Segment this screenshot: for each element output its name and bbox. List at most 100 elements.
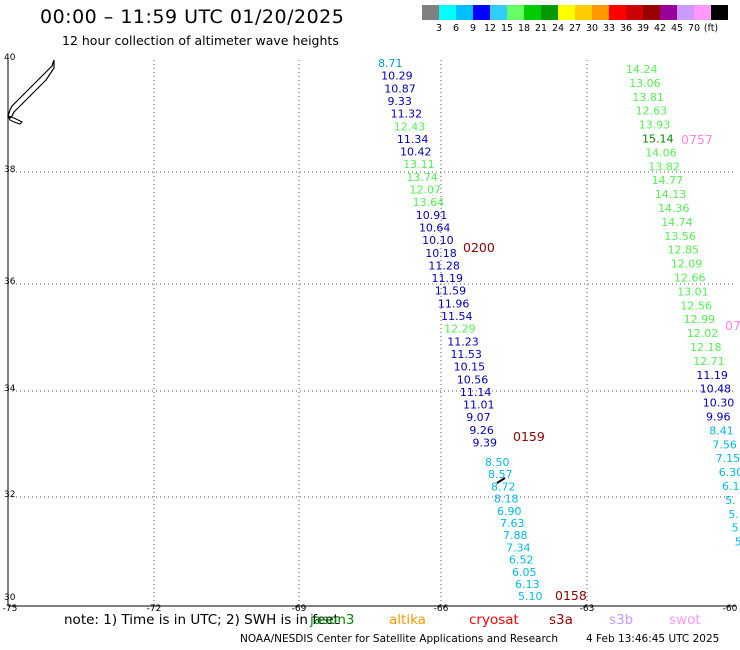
wave-height-value: 10.87 bbox=[384, 82, 416, 95]
satellite-label: s3b bbox=[609, 612, 634, 628]
wave-height-value: 14.06 bbox=[645, 146, 677, 159]
wave-height-value: 8.18 bbox=[494, 493, 519, 506]
coastline-path bbox=[7, 59, 55, 119]
legend-label: 33 bbox=[602, 23, 616, 34]
page-subtitle: 12 hour collection of altimeter wave hei… bbox=[62, 33, 339, 48]
coastline bbox=[7, 59, 55, 125]
lon-tick-label: -60 bbox=[723, 604, 738, 614]
wave-height-value: 5. bbox=[725, 494, 736, 507]
wave-height-value: 6.30 bbox=[719, 466, 740, 479]
legend-swatch bbox=[694, 5, 711, 20]
wave-height-value: 11.19 bbox=[432, 272, 464, 285]
wave-height-value: 14.74 bbox=[661, 216, 693, 229]
wave-height-value: 14.24 bbox=[626, 63, 658, 76]
wave-height-value: 11.28 bbox=[428, 259, 460, 272]
legend-swatch bbox=[507, 5, 524, 20]
wave-height-value: 12.02 bbox=[687, 327, 719, 340]
legend-label: 9 bbox=[469, 23, 477, 34]
satellite-label: cryosat bbox=[469, 612, 519, 628]
legend-label: 15 bbox=[500, 23, 514, 34]
wave-height-value: 12.56 bbox=[680, 299, 712, 312]
wave-height-value: 13.64 bbox=[413, 196, 445, 209]
wave-height-value: 14.13 bbox=[655, 188, 687, 201]
footer-credit: NOAA/NESDIS Center for Satellite Applica… bbox=[240, 633, 558, 645]
wave-height-value: 9.33 bbox=[387, 95, 412, 108]
satellite-label: s3a bbox=[549, 612, 573, 628]
wave-height-value: 7.63 bbox=[500, 517, 525, 530]
wave-height-value: 11.23 bbox=[447, 335, 479, 348]
satellite-label: altika bbox=[389, 612, 426, 628]
wave-height-value: 6.1 bbox=[722, 480, 740, 493]
legend-swatch bbox=[643, 5, 660, 20]
wave-height-value: 10.18 bbox=[425, 247, 457, 260]
legend-label: 39 bbox=[636, 23, 650, 34]
wave-height-value: 13.11 bbox=[403, 158, 435, 171]
satellite-tracks: 8.7110.2910.879.3311.3212.4311.3410.4213… bbox=[378, 57, 740, 603]
wave-height-value: 13.01 bbox=[677, 285, 709, 298]
wave-height-value: 8.41 bbox=[709, 424, 734, 437]
track-marker-line bbox=[496, 477, 506, 484]
legend-swatch bbox=[439, 5, 456, 20]
wave-height-value: 9.39 bbox=[473, 437, 498, 450]
wave-height-value: 10.91 bbox=[416, 209, 448, 222]
legend-label: 24 bbox=[551, 23, 565, 34]
wave-height-value: 12.99 bbox=[684, 313, 716, 326]
satellite-label: jason3 bbox=[310, 612, 355, 628]
legend-label: 18 bbox=[517, 23, 531, 34]
legend-label: 30 bbox=[585, 23, 599, 34]
legend-swatch bbox=[490, 5, 507, 20]
legend-swatch bbox=[473, 5, 490, 20]
wave-height-value: 7.56 bbox=[712, 438, 737, 451]
legend-swatch bbox=[660, 5, 677, 20]
satellite-label: swot bbox=[669, 612, 701, 628]
wave-height-value: 11.96 bbox=[438, 297, 470, 310]
lat-tick-label: 38 bbox=[4, 165, 16, 175]
wave-height-value: 9.96 bbox=[706, 411, 731, 424]
wave-height-value: 10.15 bbox=[454, 361, 486, 374]
lat-tick-label: 30 bbox=[4, 593, 16, 603]
legend-label: (ft) bbox=[703, 23, 719, 34]
wave-height-value: 7.88 bbox=[503, 529, 528, 542]
wave-height-value: 8.57 bbox=[488, 468, 513, 481]
legend-swatch bbox=[524, 5, 541, 20]
wave-height-value: 7.34 bbox=[506, 541, 531, 554]
track-time-label: 0757 bbox=[681, 132, 713, 147]
legend-swatch bbox=[541, 5, 558, 20]
wave-height-value: 12.85 bbox=[668, 244, 700, 257]
wave-height-value: 5 bbox=[735, 536, 740, 549]
wave-height-value: 12.71 bbox=[693, 355, 725, 368]
wave-height-value: 12.66 bbox=[674, 272, 706, 285]
wave-height-value: 12.18 bbox=[690, 341, 722, 354]
wave-height-value: 10.64 bbox=[419, 221, 451, 234]
legend-label: 21 bbox=[534, 23, 548, 34]
wave-height-value: 13.81 bbox=[632, 91, 664, 104]
lon-tick-label: -69 bbox=[292, 604, 307, 614]
coastline-islands bbox=[7, 115, 23, 125]
legend-swatch bbox=[422, 5, 439, 20]
wave-height-value: 10.30 bbox=[703, 397, 735, 410]
legend-label: 45 bbox=[670, 23, 684, 34]
wave-height-value: 13.93 bbox=[639, 119, 671, 132]
legend-swatch bbox=[575, 5, 592, 20]
lat-tick-label: 40 bbox=[4, 53, 16, 63]
wave-height-value: 5.10 bbox=[518, 590, 543, 603]
lat-lon-grid bbox=[8, 60, 736, 606]
wave-height-value: 11.59 bbox=[435, 285, 467, 298]
wave-height-value: 11.53 bbox=[450, 348, 482, 361]
track-time-label: 0159 bbox=[513, 429, 545, 444]
wave-height-value: 10.42 bbox=[400, 146, 432, 159]
wave-height-value: 11.19 bbox=[696, 369, 728, 382]
wave-height-value: 11.32 bbox=[391, 108, 423, 121]
wave-height-value: 13.74 bbox=[406, 171, 438, 184]
lat-tick-label: 34 bbox=[4, 384, 16, 394]
wave-height-value: 7.15 bbox=[716, 452, 740, 465]
legend-swatch bbox=[456, 5, 473, 20]
wave-height-value: 14.77 bbox=[652, 174, 684, 187]
lat-tick-label: 36 bbox=[4, 277, 16, 287]
wave-height-value: 13.06 bbox=[629, 77, 661, 90]
legend-swatch bbox=[677, 5, 694, 20]
lat-tick-label: 32 bbox=[4, 490, 15, 500]
track-time-label: 0200 bbox=[463, 240, 495, 255]
wave-height-value: 13.82 bbox=[648, 160, 680, 173]
lon-tick-label: -63 bbox=[580, 604, 595, 614]
